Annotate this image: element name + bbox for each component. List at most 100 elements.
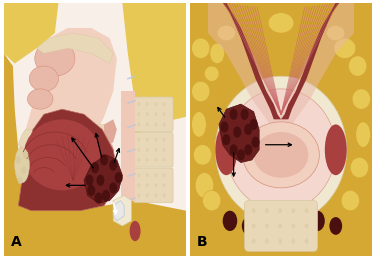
Circle shape <box>244 124 252 135</box>
Ellipse shape <box>106 143 113 156</box>
Circle shape <box>163 148 166 152</box>
Circle shape <box>278 239 282 244</box>
Circle shape <box>230 144 238 155</box>
Polygon shape <box>18 124 109 150</box>
Ellipse shape <box>192 38 210 59</box>
Text: A: A <box>11 235 22 249</box>
Polygon shape <box>113 196 132 226</box>
Circle shape <box>278 224 282 228</box>
Circle shape <box>154 158 157 162</box>
Circle shape <box>305 239 308 244</box>
Circle shape <box>23 151 28 159</box>
Circle shape <box>146 123 149 126</box>
Circle shape <box>87 185 96 196</box>
Circle shape <box>265 224 269 228</box>
Circle shape <box>329 217 342 235</box>
Polygon shape <box>208 3 354 130</box>
FancyBboxPatch shape <box>133 97 173 132</box>
Circle shape <box>163 123 166 126</box>
Polygon shape <box>223 3 281 119</box>
Circle shape <box>146 138 149 142</box>
Circle shape <box>146 102 149 106</box>
Circle shape <box>154 102 157 106</box>
Ellipse shape <box>192 81 210 102</box>
Circle shape <box>265 239 269 244</box>
Circle shape <box>310 211 325 231</box>
Polygon shape <box>104 119 117 147</box>
Circle shape <box>137 102 140 106</box>
Circle shape <box>163 173 166 177</box>
Ellipse shape <box>29 66 59 91</box>
Ellipse shape <box>194 145 212 165</box>
Circle shape <box>102 190 110 201</box>
Circle shape <box>91 162 99 173</box>
FancyBboxPatch shape <box>133 168 173 203</box>
Polygon shape <box>4 200 186 256</box>
Circle shape <box>137 193 140 198</box>
Circle shape <box>295 204 304 217</box>
FancyBboxPatch shape <box>133 133 173 167</box>
Circle shape <box>163 112 166 116</box>
Circle shape <box>163 138 166 142</box>
Circle shape <box>237 149 245 161</box>
Ellipse shape <box>268 13 294 33</box>
Circle shape <box>244 144 252 155</box>
Circle shape <box>163 102 166 106</box>
Circle shape <box>154 148 157 152</box>
Circle shape <box>291 208 295 213</box>
Circle shape <box>291 239 295 244</box>
Polygon shape <box>219 104 259 162</box>
Ellipse shape <box>334 38 356 59</box>
Circle shape <box>85 175 94 186</box>
Circle shape <box>137 112 140 116</box>
Ellipse shape <box>215 124 237 175</box>
Circle shape <box>137 123 140 126</box>
Ellipse shape <box>205 66 219 81</box>
Polygon shape <box>113 200 124 221</box>
Polygon shape <box>113 3 186 135</box>
Polygon shape <box>281 3 340 119</box>
Circle shape <box>154 193 157 198</box>
Ellipse shape <box>203 190 221 211</box>
Circle shape <box>16 156 21 164</box>
Ellipse shape <box>325 124 347 175</box>
Circle shape <box>146 193 149 198</box>
Text: B: B <box>197 235 208 249</box>
Circle shape <box>154 138 157 142</box>
Circle shape <box>109 160 117 171</box>
Circle shape <box>109 182 117 193</box>
Circle shape <box>163 158 166 162</box>
Circle shape <box>154 112 157 116</box>
FancyBboxPatch shape <box>244 200 317 251</box>
Ellipse shape <box>27 89 53 109</box>
Circle shape <box>146 183 149 187</box>
Circle shape <box>223 211 237 231</box>
Circle shape <box>154 183 157 187</box>
Circle shape <box>233 126 241 138</box>
Circle shape <box>305 224 308 228</box>
Polygon shape <box>4 3 59 63</box>
Circle shape <box>137 138 140 142</box>
Circle shape <box>154 123 157 126</box>
Polygon shape <box>190 3 372 256</box>
Ellipse shape <box>192 112 206 137</box>
Circle shape <box>137 173 140 177</box>
Ellipse shape <box>349 56 367 76</box>
Circle shape <box>96 175 105 186</box>
Circle shape <box>146 112 149 116</box>
Circle shape <box>252 208 256 213</box>
Circle shape <box>154 173 157 177</box>
Ellipse shape <box>130 221 141 241</box>
Ellipse shape <box>350 157 368 178</box>
Circle shape <box>252 136 259 148</box>
Ellipse shape <box>243 122 319 188</box>
Polygon shape <box>18 28 117 155</box>
Circle shape <box>291 224 295 228</box>
Ellipse shape <box>217 25 235 41</box>
Polygon shape <box>4 53 26 256</box>
Circle shape <box>262 210 271 222</box>
Ellipse shape <box>341 190 359 211</box>
Ellipse shape <box>254 132 308 178</box>
Circle shape <box>222 134 230 145</box>
Ellipse shape <box>195 173 214 198</box>
